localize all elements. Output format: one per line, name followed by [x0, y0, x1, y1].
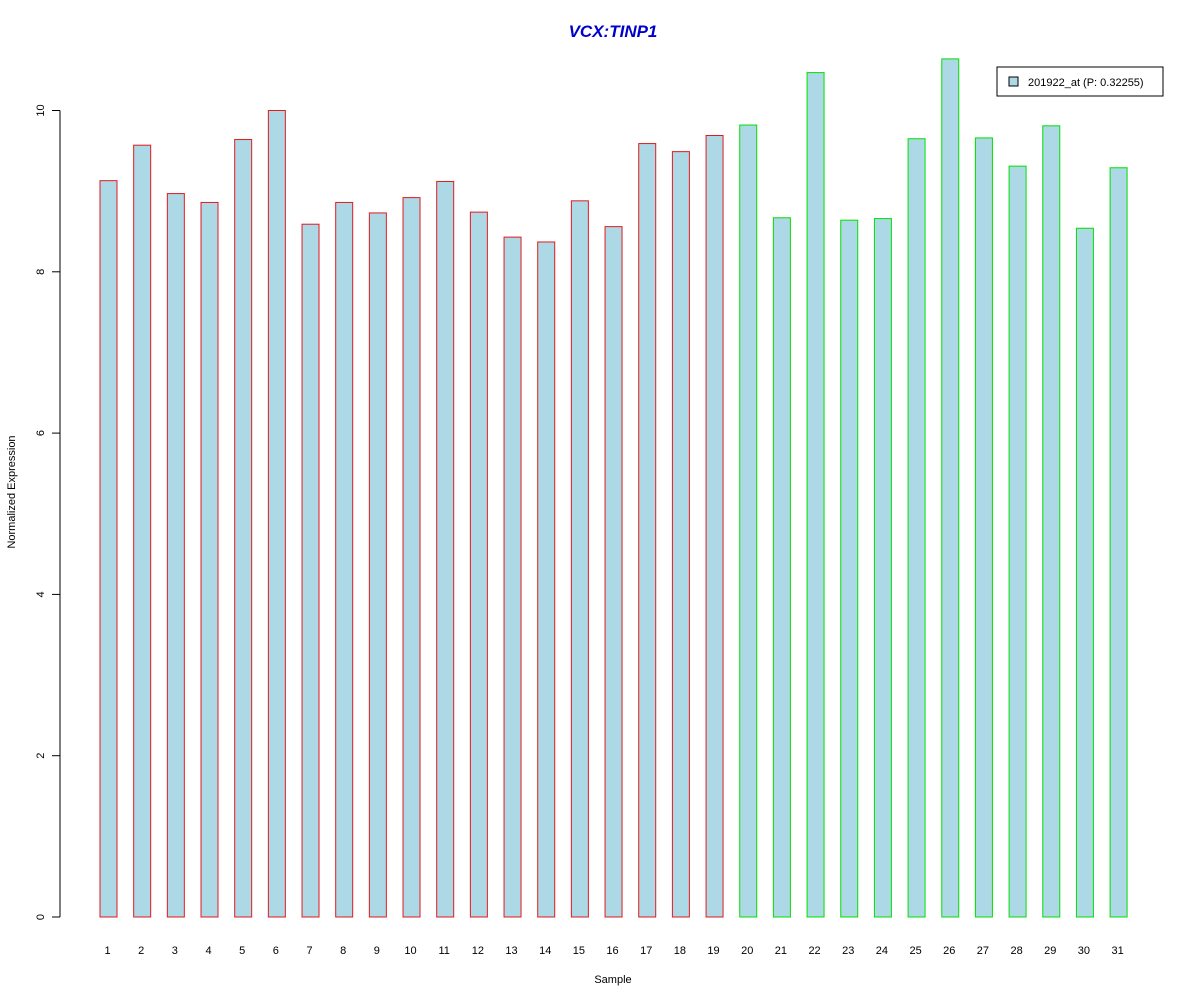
y-tick-label: 8	[35, 269, 47, 275]
x-tick-label: 5	[239, 945, 245, 957]
y-axis-label: Normalized Expression	[6, 435, 18, 548]
bar	[537, 241, 556, 918]
chart-title: VCX:TINP1	[569, 22, 658, 41]
bar	[99, 180, 118, 918]
x-tick-label: 26	[943, 945, 955, 957]
x-tick-label: 6	[273, 945, 279, 957]
bar	[638, 143, 657, 918]
legend-label: 201922_at (P: 0.32255)	[1028, 77, 1144, 89]
bar	[335, 201, 354, 918]
x-tick-label: 8	[340, 945, 346, 957]
x-tick-label: 25	[909, 945, 921, 957]
bar	[301, 223, 320, 918]
bar	[974, 137, 993, 918]
bar	[873, 218, 892, 918]
bar	[907, 138, 926, 918]
bar	[200, 201, 219, 918]
bar	[234, 139, 253, 918]
bar	[402, 197, 421, 918]
x-tick-label: 24	[876, 945, 888, 957]
x-tick-label: 15	[573, 945, 585, 957]
bar	[436, 180, 455, 918]
y-tick-label: 6	[35, 430, 47, 436]
bar	[739, 124, 758, 918]
legend-box	[996, 66, 1164, 97]
x-tick-label: 10	[404, 945, 416, 957]
y-tick-label: 4	[35, 591, 47, 597]
x-tick-label: 12	[472, 945, 484, 957]
x-tick-label: 1	[104, 945, 110, 957]
x-tick-label: 9	[374, 945, 380, 957]
bar	[1042, 125, 1061, 918]
x-tick-label: 28	[1010, 945, 1022, 957]
y-tick-label: 0	[35, 914, 47, 920]
bar	[469, 211, 488, 918]
bar	[166, 193, 185, 918]
bar	[671, 151, 690, 918]
x-tick-label: 2	[138, 945, 144, 957]
x-tick-label: 30	[1078, 945, 1090, 957]
x-tick-label: 13	[505, 945, 517, 957]
x-tick-label: 3	[172, 945, 178, 957]
x-tick-label: 11	[438, 945, 449, 957]
x-tick-label: 23	[842, 945, 854, 957]
bar	[503, 236, 522, 918]
legend: 201922_at (P: 0.32255)	[996, 66, 1164, 97]
y-tick-label: 10	[35, 104, 47, 116]
bar	[705, 135, 724, 918]
bar	[806, 72, 825, 918]
y-axis: 0 2 4 6 8 10	[35, 104, 61, 920]
bars-group	[99, 58, 1128, 918]
bar	[604, 226, 623, 918]
x-tick-label: 27	[977, 945, 989, 957]
x-tick-label: 18	[674, 945, 686, 957]
bar	[570, 200, 589, 918]
x-tick-labels: 1 2 3 4 5 6 7 8 9 10 11 12 13 14 15 16 17 18 19 20 21 22 23 24 2…	[104, 945, 1123, 957]
bar	[1109, 167, 1128, 918]
legend-swatch	[1008, 76, 1019, 87]
bar	[772, 217, 791, 918]
bar	[1075, 227, 1094, 918]
bar	[941, 58, 960, 918]
x-tick-label: 29	[1044, 945, 1056, 957]
x-tick-label: 4	[205, 945, 211, 957]
x-tick-label: 16	[606, 945, 618, 957]
bar	[267, 110, 286, 918]
bar	[368, 212, 387, 918]
x-tick-label: 7	[306, 945, 312, 957]
y-tick-label: 2	[35, 753, 47, 759]
x-tick-label: 19	[707, 945, 719, 957]
bar	[1008, 165, 1027, 918]
bar	[840, 219, 859, 918]
x-tick-label: 31	[1111, 945, 1123, 957]
x-tick-label: 20	[741, 945, 753, 957]
bar	[133, 144, 152, 918]
x-tick-label: 22	[808, 945, 820, 957]
x-axis-label: Sample	[594, 974, 631, 986]
x-tick-label: 14	[539, 945, 551, 957]
x-tick-label: 21	[775, 945, 787, 957]
x-tick-label: 17	[640, 945, 652, 957]
